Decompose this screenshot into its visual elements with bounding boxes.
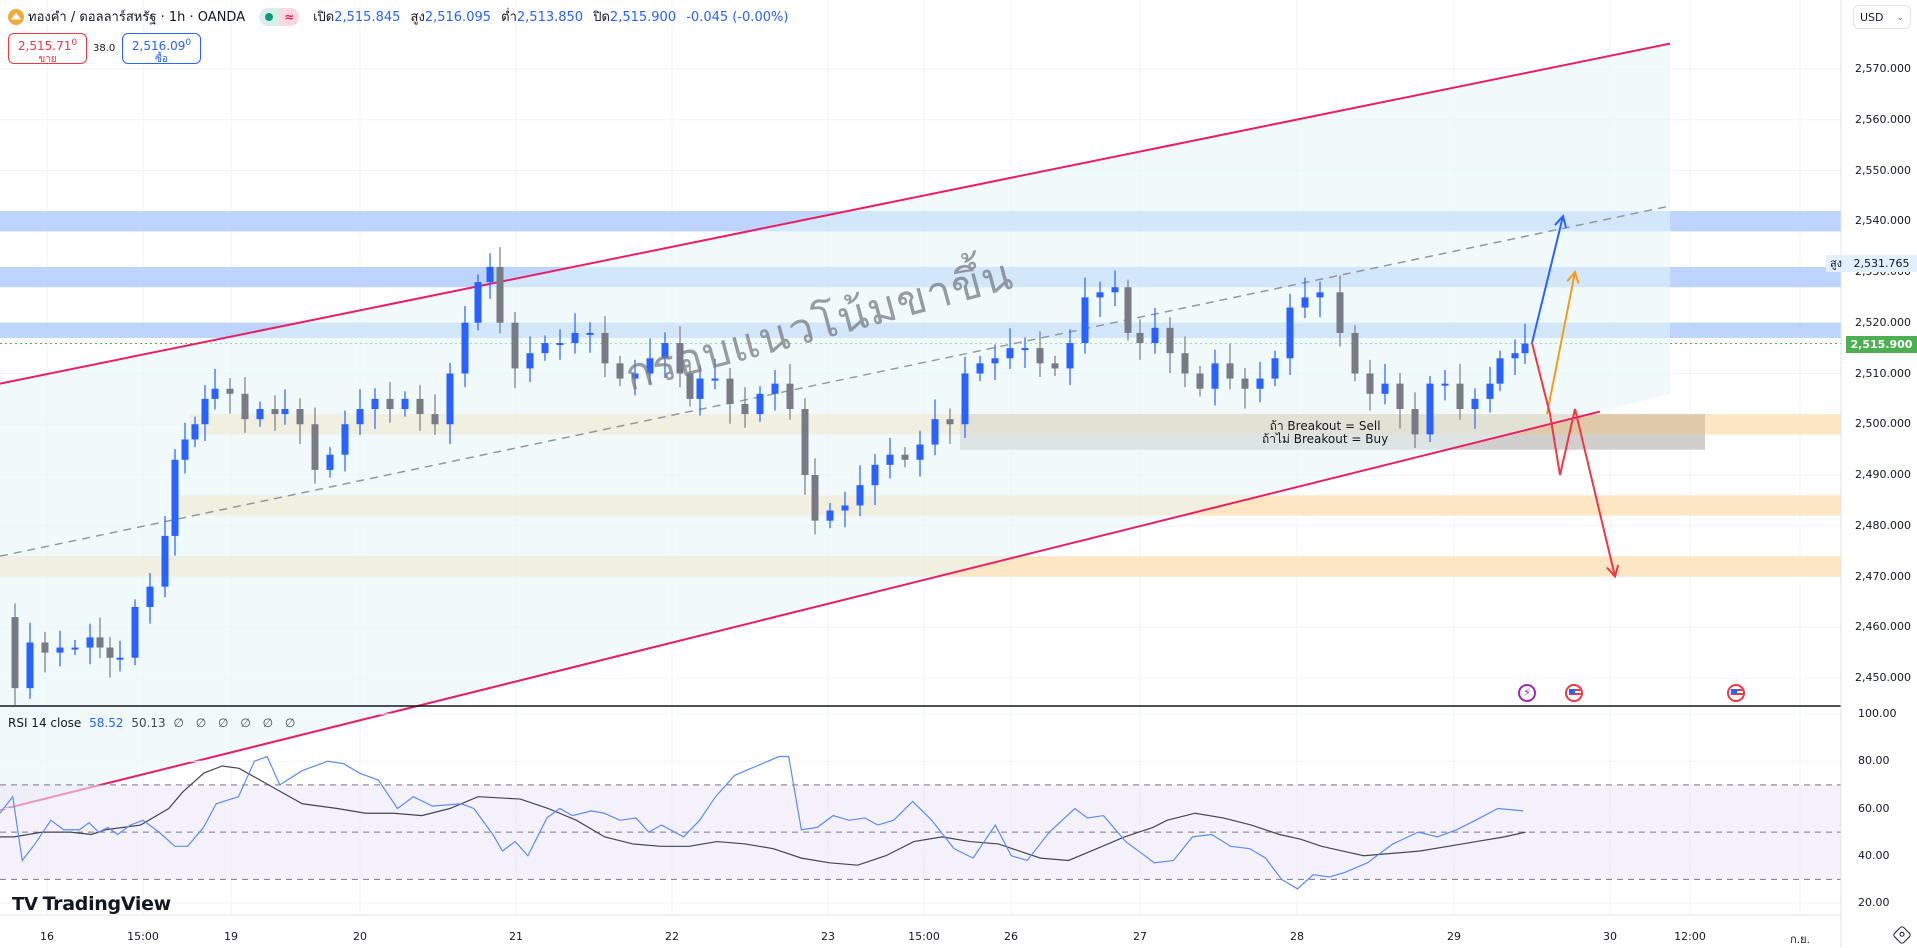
low-label: ต่ำ bbox=[501, 10, 517, 25]
price-axis-label: 2,550.000 bbox=[1855, 163, 1911, 177]
breakout-annotation[interactable]: ถ้า Breakout = Sell ถ้าไม่ Breakout = Bu… bbox=[1262, 420, 1388, 446]
rsi-value: 58.52 bbox=[89, 716, 124, 730]
high-value: 2,516.095 bbox=[424, 10, 492, 25]
tradingview-logo-icon: TV bbox=[12, 893, 38, 915]
high-price-tag: 2,531.765 bbox=[1846, 255, 1917, 272]
time-axis-label: 12:00 bbox=[1674, 930, 1706, 943]
tradingview-logo-text: TradingView bbox=[42, 893, 172, 915]
rsi-axis-label: 20.00 bbox=[1858, 896, 1890, 909]
currency-value: USD bbox=[1860, 11, 1884, 24]
time-axis-label: 28 bbox=[1290, 930, 1304, 943]
breakout-sell-text: ถ้า Breakout = Sell bbox=[1269, 419, 1381, 433]
gold-symbol-icon bbox=[8, 8, 24, 25]
buy-price-pip: 0 bbox=[185, 38, 192, 48]
price-axis-label: 2,520.000 bbox=[1855, 315, 1911, 329]
time-axis-label: 16 bbox=[40, 930, 54, 943]
time-axis-label: 15:00 bbox=[127, 930, 159, 943]
price-axis-label: 2,540.000 bbox=[1855, 214, 1911, 228]
candlestick-series bbox=[11, 247, 1529, 705]
time-axis-label: 22 bbox=[665, 930, 679, 943]
rsi-axis-label: 60.00 bbox=[1858, 801, 1890, 815]
change-value: -0.045 (-0.00%) bbox=[686, 10, 789, 25]
price-axis-label: 2,450.000 bbox=[1855, 671, 1911, 684]
spread-value: 38.0 bbox=[93, 43, 116, 54]
us-flag-event-icon[interactable] bbox=[1727, 684, 1745, 702]
price-axis-label: 2,500.000 bbox=[1855, 417, 1911, 431]
high-label: สูง bbox=[410, 10, 425, 25]
rsi-pane bbox=[0, 713, 1841, 904]
time-axis-label: 27 bbox=[1133, 930, 1147, 943]
price-axis-label: 2,480.000 bbox=[1855, 518, 1911, 532]
rsi-axis-label: 100.00 bbox=[1858, 707, 1897, 720]
price-axis-label: 2,490.000 bbox=[1855, 468, 1911, 481]
time-axis-label: 20 bbox=[353, 930, 367, 943]
low-value: 2,513.850 bbox=[516, 10, 584, 25]
currency-select[interactable]: USD ⌄ bbox=[1853, 5, 1911, 29]
symbol-legend: ทองคำ / ดอลลาร์สหรัฐ · 1h · OANDA ≈ เปิด… bbox=[8, 6, 788, 27]
chevron-down-icon: ⌄ bbox=[1896, 13, 1904, 23]
price-axis-label: 2,470.000 bbox=[1855, 569, 1911, 583]
uptrend-channel[interactable] bbox=[0, 42, 1671, 811]
close-label: ปิด bbox=[593, 10, 610, 25]
rsi-na-values: ∅ ∅ ∅ ∅ ∅ ∅ bbox=[173, 716, 300, 730]
status-pill[interactable]: ≈ bbox=[259, 7, 300, 26]
last-price-tag: 2,515.900 bbox=[1846, 336, 1917, 353]
time-axis-label: 23 bbox=[821, 930, 835, 943]
rsi-ma-value: 50.13 bbox=[131, 716, 166, 730]
time-axis-label: ก.ย. bbox=[1789, 933, 1811, 946]
rsi-title: RSI 14 close bbox=[8, 716, 82, 730]
delayed-data-icon: ≈ bbox=[279, 7, 300, 26]
sell-price: 2,515.71 bbox=[17, 39, 72, 53]
us-flag-event-icon[interactable] bbox=[1565, 684, 1583, 702]
open-value: 2,515.845 bbox=[334, 10, 401, 25]
close-value: 2,515.900 bbox=[609, 10, 677, 25]
time-axis-label: 19 bbox=[224, 930, 238, 943]
buy-label: ซื้อ bbox=[155, 54, 168, 65]
lightning-event-icon[interactable]: ⚡ bbox=[1518, 684, 1536, 702]
open-label: เปิด bbox=[313, 10, 335, 25]
price-axis-label: 2,570.000 bbox=[1855, 62, 1911, 75]
time-axis-label: 30 bbox=[1603, 930, 1617, 943]
rsi-axis-label: 40.00 bbox=[1858, 848, 1890, 862]
price-axis-label: 2,510.000 bbox=[1855, 366, 1911, 380]
rsi-legend[interactable]: RSI 14 close 58.52 50.13 ∅ ∅ ∅ ∅ ∅ ∅ bbox=[8, 716, 299, 730]
symbol-title[interactable]: ทองคำ / ดอลลาร์สหรัฐ · 1h · OANDA bbox=[28, 10, 246, 25]
breakout-buy-text: ถ้าไม่ Breakout = Buy bbox=[1262, 432, 1389, 446]
market-open-dot-icon bbox=[259, 7, 280, 26]
ohlc-values: เปิด2,515.845 สูง2,516.095 ต่ำ2,513.850 … bbox=[313, 6, 788, 27]
rsi-axis-label: 80.00 bbox=[1858, 754, 1890, 768]
tradingview-logo[interactable]: TV TradingView bbox=[12, 893, 171, 915]
price-axis-label: 2,560.000 bbox=[1855, 112, 1911, 126]
sell-button[interactable]: 2,515.710 ขาย bbox=[8, 33, 87, 65]
time-axis-label: 21 bbox=[509, 930, 523, 943]
time-axis-label: 26 bbox=[1004, 930, 1018, 943]
sell-price-pip: 0 bbox=[71, 38, 78, 48]
time-axis-label: 15:00 bbox=[908, 930, 940, 943]
projection-arrows[interactable] bbox=[1531, 214, 1620, 579]
sell-label: ขาย bbox=[38, 54, 57, 65]
high-marker-label: สูง bbox=[1826, 255, 1846, 272]
buy-price: 2,516.09 bbox=[131, 39, 186, 53]
buy-button[interactable]: 2,516.090 ซื้อ bbox=[122, 33, 201, 65]
price-axis-label: 2,460.000 bbox=[1855, 620, 1911, 634]
time-axis-label: 29 bbox=[1447, 930, 1461, 943]
